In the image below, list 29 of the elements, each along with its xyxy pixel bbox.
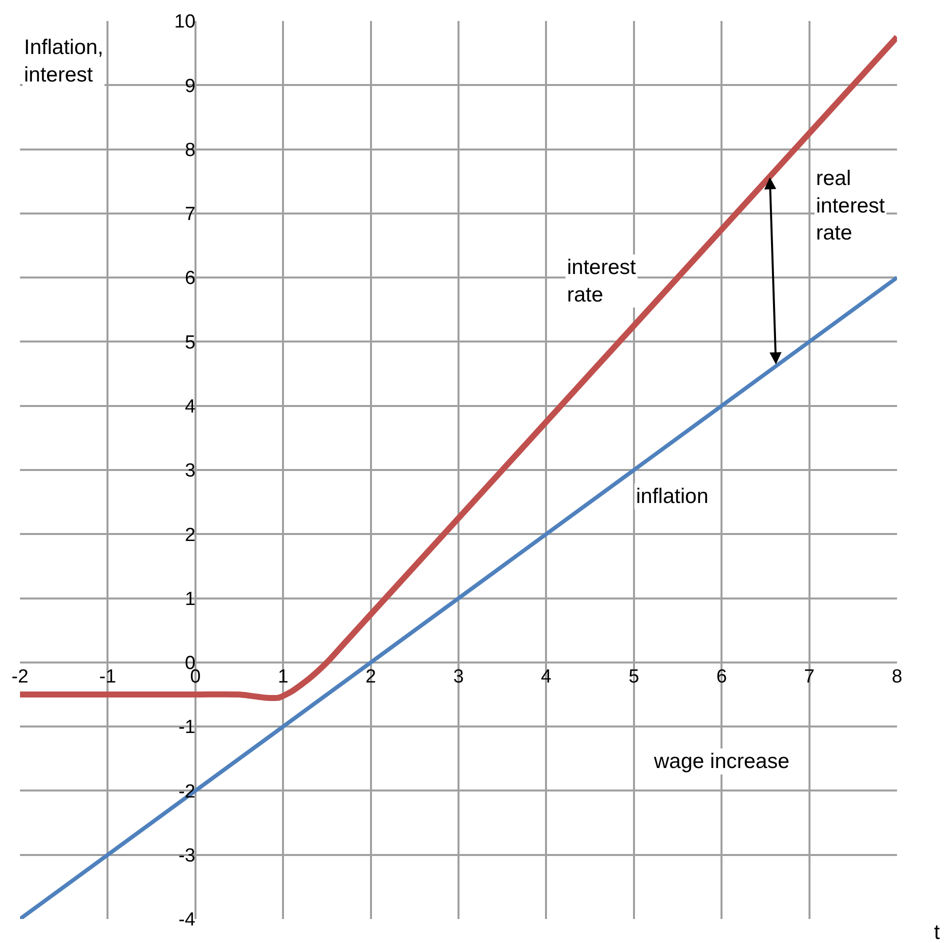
y-tick-label: 9 bbox=[184, 76, 196, 97]
x-tick-label: 3 bbox=[453, 666, 464, 688]
y-tick-label: 10 bbox=[174, 12, 196, 33]
y-tick-label: 1 bbox=[184, 588, 196, 610]
x-tick-label: 2 bbox=[366, 666, 376, 688]
x-tick-label: 1 bbox=[278, 666, 288, 688]
y-tick-label: -4 bbox=[178, 910, 196, 931]
y-tick-label: 6 bbox=[184, 268, 196, 290]
text: t bbox=[934, 921, 940, 943]
x-tick-label: 4 bbox=[540, 666, 552, 688]
x-tick-label: 5 bbox=[628, 666, 640, 688]
series-label: interest rate bbox=[567, 256, 636, 306]
y-tick-label: 4 bbox=[184, 396, 196, 418]
y-tick-label: -1 bbox=[178, 717, 196, 738]
y-tick-label: 2 bbox=[184, 524, 196, 546]
x-axis-title: wage increase bbox=[653, 750, 790, 773]
x-tick-label: 6 bbox=[716, 666, 727, 688]
y-axis-title: Inflation, interest bbox=[24, 36, 104, 86]
y-tick-label: 5 bbox=[184, 332, 196, 354]
x-tick-label: -1 bbox=[99, 666, 116, 688]
annotation: real interest rate bbox=[816, 167, 886, 245]
y-tick-label: 7 bbox=[184, 204, 196, 226]
y-tick-label: -3 bbox=[178, 846, 196, 867]
series-label: inflation bbox=[636, 485, 708, 508]
x-tick-label: -2 bbox=[12, 666, 28, 688]
x-tick-label: 7 bbox=[804, 666, 815, 688]
y-tick-label: 8 bbox=[184, 140, 196, 161]
x-tick-label: 8 bbox=[892, 666, 902, 688]
y-tick-label: 3 bbox=[184, 460, 196, 482]
